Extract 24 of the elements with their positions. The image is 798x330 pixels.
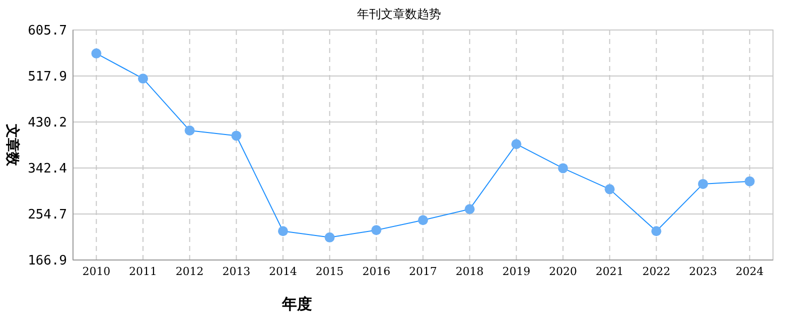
chart-title: 年刊文章数趋势 xyxy=(357,7,441,21)
y-tick-label: 342.4 xyxy=(28,162,68,177)
x-tick-label: 2023 xyxy=(689,265,717,278)
y-axis-title: 文章数 xyxy=(4,123,21,167)
x-axis-title: 年度 xyxy=(281,295,312,313)
y-tick-label: 605.7 xyxy=(28,24,67,39)
x-tick-label: 2019 xyxy=(502,265,530,278)
y-tick-label: 254.7 xyxy=(28,208,67,223)
x-tick-label: 2010 xyxy=(82,265,110,278)
x-tick-label: 2014 xyxy=(269,265,297,278)
x-tick-label: 2021 xyxy=(596,265,624,278)
x-tick-label: 2018 xyxy=(456,265,484,278)
y-tick-label: 166.9 xyxy=(28,254,67,269)
x-tick-label: 2024 xyxy=(736,265,764,278)
x-tick-label: 2012 xyxy=(176,265,204,278)
y-tick-label: 430.2 xyxy=(28,116,67,131)
x-tick-label: 2017 xyxy=(409,265,437,278)
y-tick-label: 517.9 xyxy=(28,70,67,85)
x-tick-label: 2013 xyxy=(222,265,250,278)
x-tick-label: 2015 xyxy=(316,265,344,278)
x-tick-label: 2011 xyxy=(129,265,157,278)
x-tick-label: 2020 xyxy=(549,265,577,278)
x-tick-label: 2022 xyxy=(642,265,670,278)
x-tick-label: 2016 xyxy=(362,265,390,278)
